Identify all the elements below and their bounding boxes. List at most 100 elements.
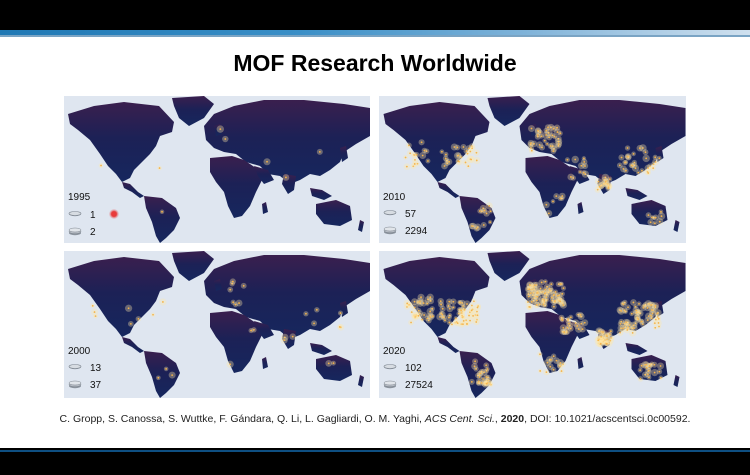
landmass [383,257,490,337]
landmass [340,301,348,317]
landmass [569,321,590,339]
landmass [519,100,686,184]
landmass [204,100,370,184]
landmass [655,146,664,162]
landmass [210,156,262,218]
landmass [204,255,370,339]
citation: C. Gropp, S. Canossa, S. Wuttke, F. Gánd… [59,413,691,425]
map-panel-2010: 2010 57 2294 [379,96,686,243]
paper-stack-icon [68,364,82,373]
legend-count-2: 27524 [405,380,433,391]
top-black-bar [0,0,750,30]
legend-row-2: 2294 [383,226,427,237]
legend-count-2: 37 [90,380,102,391]
world-map [383,251,686,398]
landmass [210,311,262,373]
landmass [262,202,268,214]
legend-row-2: 27524 [383,380,433,391]
legend-count-2: 2294 [405,226,428,237]
world-map [383,96,686,243]
legend-count-2: 2 [90,227,96,238]
landmass [144,196,180,243]
legend-row-1: 1 [68,210,96,221]
legend-row-2: 2 [68,227,96,238]
landmass [577,202,584,214]
landmass [340,146,348,162]
landmass [122,337,144,353]
landmass [459,196,496,243]
landmass [625,188,648,200]
paper-stack-double-icon [383,380,397,390]
landmass [529,124,538,136]
landmass [144,351,180,398]
paper-stack-icon [383,210,397,219]
landmass [487,251,530,281]
research-dots [98,125,323,215]
citation-journal: ACS Cent. Sci. [424,413,495,425]
landmass [214,124,222,136]
research-dots [403,123,666,232]
legend-row-1: 57 [383,209,416,220]
legend-count-1: 102 [405,363,422,374]
bottom-accent-line [0,450,750,452]
legend-count-1: 57 [405,209,417,220]
landmass [310,188,332,200]
legend-count-1: 1 [90,210,96,221]
citation-doi: , DOI: 10.1021/acscentsci.0c00592. [524,413,691,425]
citation-year: 2020 [500,413,525,425]
paper-stack-double-icon [383,226,397,236]
landmass [529,279,538,291]
landmass [262,357,268,369]
landmass [673,375,680,387]
bottom-black-bar [0,448,750,475]
map-year: 1995 [68,192,91,203]
landmass [358,375,364,387]
landmass [525,311,578,373]
landmass [172,251,214,281]
research-dots [90,278,345,381]
legend-count-1: 13 [90,363,102,374]
landmass [282,174,296,194]
legend-row-1: 102 [383,363,422,374]
landmass [122,182,144,198]
landmass [316,200,352,226]
landmass [519,255,686,339]
accent-stripe-shadow [0,35,750,37]
map-year: 2010 [383,192,406,203]
map-panel-2020: 2020 102 27524 [379,251,686,398]
slide-title: MOF Research Worldwide [233,50,517,76]
landmass [254,321,274,339]
slide: MOF Research Worldwide 1995 1 2 2010 57 … [0,30,750,448]
landmass [358,220,364,232]
accent-stripe [0,30,750,35]
legend-row-2: 37 [68,380,101,391]
research-dots [403,279,665,388]
landmass [383,102,490,182]
landmass [68,102,174,182]
legend-row-1: 13 [68,363,101,374]
landmass [459,351,496,398]
map-panel-1995: 1995 1 2 [64,96,370,243]
landmass [487,96,530,126]
paper-stack-double-icon [68,227,82,237]
landmass [68,257,174,337]
paper-stack-double-icon [68,380,82,390]
landmass [214,279,222,291]
red-dot-marker-icon [109,209,119,219]
landmass [569,166,590,184]
landmass [577,357,584,369]
world-map [68,251,370,398]
landmass [316,355,352,381]
paper-stack-icon [383,364,397,373]
landmass [673,220,680,232]
landmass [172,96,214,126]
landmass [437,182,460,198]
world-map [68,96,370,243]
paper-stack-icon [68,211,82,220]
landmass [310,343,332,355]
landmass [631,200,668,226]
map-year: 2020 [383,346,406,357]
landmass [437,337,460,353]
map-panel-2000: 2000 13 37 [64,251,370,398]
landmass [525,156,578,218]
